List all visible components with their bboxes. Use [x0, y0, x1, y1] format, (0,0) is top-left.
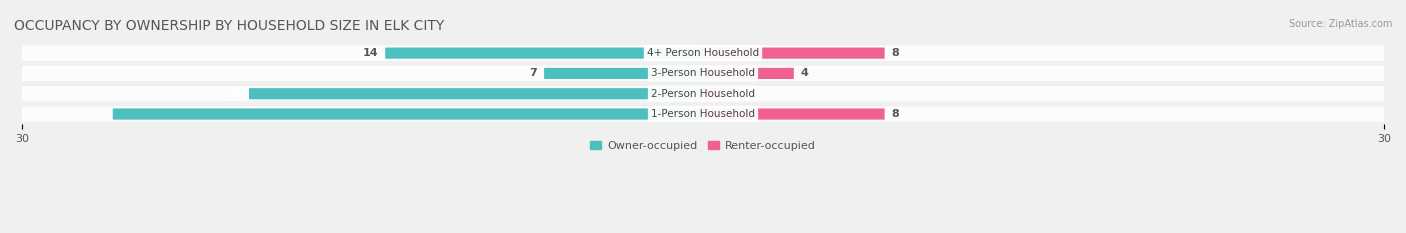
FancyBboxPatch shape — [22, 45, 1384, 61]
Text: 4+ Person Household: 4+ Person Household — [647, 48, 759, 58]
Text: OCCUPANCY BY OWNERSHIP BY HOUSEHOLD SIZE IN ELK CITY: OCCUPANCY BY OWNERSHIP BY HOUSEHOLD SIZE… — [14, 19, 444, 33]
FancyBboxPatch shape — [544, 68, 703, 79]
FancyBboxPatch shape — [112, 108, 703, 120]
FancyBboxPatch shape — [703, 48, 884, 59]
Text: 14: 14 — [363, 48, 378, 58]
Text: 7: 7 — [530, 69, 537, 79]
FancyBboxPatch shape — [22, 86, 1384, 101]
Text: 1: 1 — [733, 89, 741, 99]
Text: 2-Person Household: 2-Person Household — [651, 89, 755, 99]
Text: 26: 26 — [90, 109, 105, 119]
Text: Source: ZipAtlas.com: Source: ZipAtlas.com — [1288, 19, 1392, 29]
Text: 3-Person Household: 3-Person Household — [651, 69, 755, 79]
Text: 8: 8 — [891, 48, 900, 58]
FancyBboxPatch shape — [703, 108, 884, 120]
FancyBboxPatch shape — [703, 68, 794, 79]
FancyBboxPatch shape — [249, 88, 703, 99]
FancyBboxPatch shape — [385, 48, 703, 59]
Text: 20: 20 — [226, 89, 242, 99]
FancyBboxPatch shape — [22, 66, 1384, 81]
Text: 4: 4 — [800, 69, 808, 79]
Text: 1-Person Household: 1-Person Household — [651, 109, 755, 119]
Legend: Owner-occupied, Renter-occupied: Owner-occupied, Renter-occupied — [586, 136, 820, 155]
FancyBboxPatch shape — [703, 88, 725, 99]
FancyBboxPatch shape — [22, 106, 1384, 122]
Text: 8: 8 — [891, 109, 900, 119]
